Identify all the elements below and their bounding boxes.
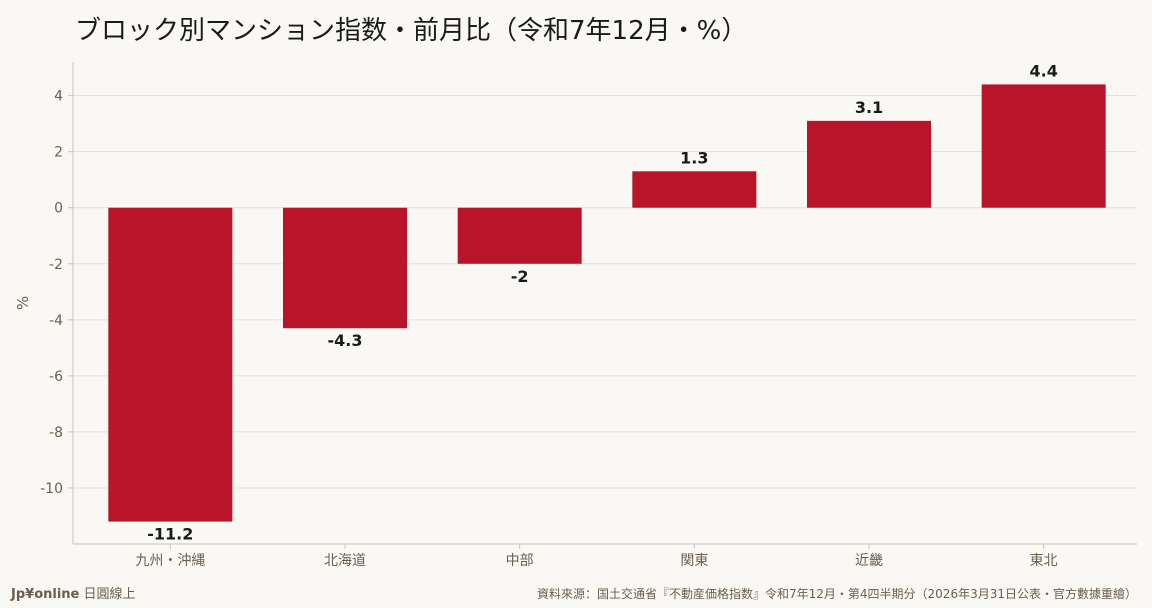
x-tick-label: 関東 [680,553,708,569]
y-tick-label: -4 [49,313,63,329]
y-tick-label: 4 [54,89,63,105]
bar [283,207,407,329]
bar [807,120,931,208]
brand-suffix: 日圓線上 [79,587,136,602]
y-tick-label: -8 [49,425,63,441]
data-label: 3.1 [855,98,883,117]
x-tick-label: 近畿 [855,553,883,569]
data-label: -2 [511,267,529,286]
data-label: -11.2 [147,525,193,544]
y-tick-label: -10 [40,481,63,497]
bar [632,171,757,208]
bar [108,207,233,522]
bar [457,207,582,264]
x-tick-label: 九州・沖縄 [135,553,205,569]
y-tick-label: 0 [54,201,63,217]
brand-name: Jp¥online [11,587,80,602]
y-tick-label: -2 [49,257,63,273]
chart-title: ブロック別マンション指数・前月比（令和7年12月・%） [75,16,748,46]
x-tick-label: 北海道 [324,553,366,569]
brand-credit: Jp¥online 日圓線上 [11,583,136,602]
x-tick-label: 中部 [506,553,534,569]
data-label: -4.3 [328,331,363,350]
data-label: 1.3 [680,148,708,167]
x-tick-label: 東北 [1030,553,1058,569]
y-axis-label: % [14,296,32,310]
y-tick-label: -6 [49,369,63,385]
bar [981,84,1106,208]
source-note: 資料來源：国土交通省『不動産価格指数』令和7年12月・第4四半期分（2026年3… [537,587,1137,601]
data-label: 4.4 [1029,61,1057,80]
y-tick-label: 2 [54,145,63,161]
